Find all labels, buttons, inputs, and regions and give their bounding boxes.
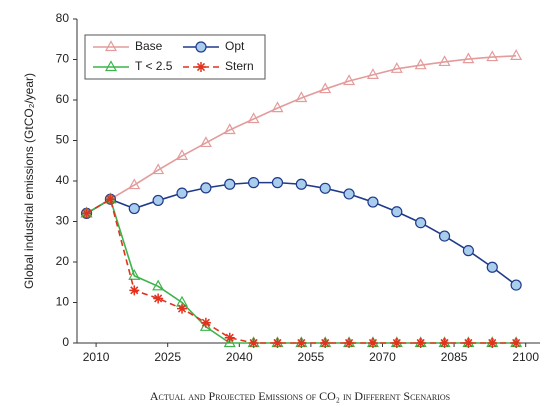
marker [248,177,260,189]
marker [200,317,211,328]
x-tick-label: 2025 [154,350,181,364]
marker [486,261,498,273]
y-tick-label: 20 [56,254,70,268]
marker [438,230,451,242]
marker [415,338,426,348]
marker [175,149,189,160]
series-line [86,198,517,344]
marker [224,178,236,190]
marker [367,338,378,348]
marker [320,338,331,348]
x-tick-label: 2055 [298,350,325,364]
legend-label: Opt [225,39,245,53]
marker [271,177,284,189]
legend-marker [104,40,118,52]
marker [510,279,522,291]
marker [224,332,235,343]
series-line [86,55,517,215]
marker [271,101,284,113]
marker [391,206,403,218]
y-tick-label: 10 [56,295,70,309]
marker [343,188,355,200]
marker [463,338,474,348]
marker [486,50,499,62]
legend-box [84,34,266,80]
y-tick-label: 40 [56,173,70,187]
legend-label: Base [135,39,163,53]
y-axis-label: Global industrial emissions (GtCO₂/year) [22,73,36,289]
marker [128,202,140,215]
marker [247,112,260,124]
marker [296,338,307,348]
marker [152,194,164,207]
legend-label: T < 2.5 [135,59,173,73]
marker [128,178,141,190]
marker [272,338,283,348]
marker [295,178,307,190]
marker [152,163,165,175]
marker [152,279,165,291]
y-tick-label: 70 [56,52,70,66]
x-tick-label: 2100 [512,350,539,364]
marker [200,182,212,194]
y-tick-label: 60 [56,92,70,106]
x-tick-label: 2070 [369,350,396,364]
marker [81,208,92,219]
marker [223,336,236,348]
legend-marker [195,41,207,53]
y-tick-label: 80 [56,11,70,25]
marker [391,338,402,348]
series-line [86,181,517,286]
y-tick-label: 0 [62,335,69,349]
marker [105,194,116,205]
x-tick-label: 2010 [83,350,110,364]
marker [510,49,523,60]
series-line [86,197,517,344]
marker [487,338,498,348]
legend-marker [196,62,206,72]
marker [319,182,331,194]
marker [415,217,427,229]
marker [344,338,355,348]
marker [366,68,379,79]
legend-marker [104,60,118,72]
marker [248,338,259,348]
legend-label: Stern [225,59,254,73]
marker [438,55,451,67]
x-tick-label: 2085 [441,350,468,364]
marker [462,245,475,257]
marker [462,52,475,64]
marker [128,269,141,280]
marker [129,285,140,296]
marker [319,82,332,94]
marker [367,196,379,208]
y-tick-label: 50 [56,133,70,147]
marker [390,62,403,73]
marker [177,303,188,314]
marker [176,187,188,199]
marker [439,338,450,348]
marker [199,136,212,148]
y-tick-label: 30 [56,214,70,228]
marker [153,293,164,304]
marker [223,123,236,135]
marker [414,58,427,70]
marker [295,91,308,103]
x-tick-label: 2040 [226,350,253,364]
marker [511,338,522,348]
marker [343,74,356,86]
caption: Actual and Projected Emissions of CO₂ in… [150,389,450,403]
